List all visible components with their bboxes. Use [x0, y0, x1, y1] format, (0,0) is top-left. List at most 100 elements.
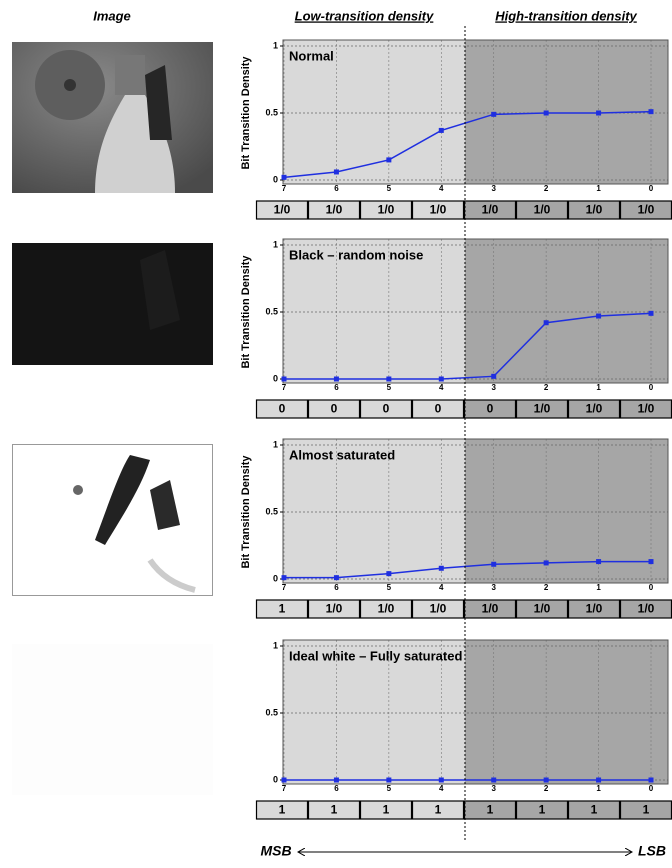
- data-point: [439, 566, 444, 571]
- chart-title: Normal: [289, 48, 334, 63]
- bit-label: 1/0: [534, 602, 551, 616]
- bit-label: 1/0: [534, 203, 551, 217]
- data-point: [386, 157, 391, 162]
- data-point: [439, 128, 444, 133]
- low-density-header: Low-transition density: [295, 8, 434, 23]
- bit-label: 0: [435, 402, 442, 416]
- y-tick-label: 1: [273, 239, 278, 249]
- x-tick-label: 6: [334, 383, 339, 392]
- bit-label: 0: [331, 402, 338, 416]
- data-point: [282, 575, 287, 580]
- x-tick-label: 3: [491, 784, 496, 793]
- bit-label: 1/0: [586, 602, 603, 616]
- y-tick-label: 1: [273, 439, 278, 449]
- x-tick-label: 5: [387, 184, 392, 193]
- x-tick-label: 7: [282, 184, 287, 193]
- data-point: [649, 778, 654, 783]
- data-point: [491, 562, 496, 567]
- data-point: [491, 374, 496, 379]
- bit-label: 1/0: [638, 602, 655, 616]
- chart-title: Ideal white – Fully saturated: [289, 648, 462, 663]
- data-point: [491, 112, 496, 117]
- data-point: [386, 377, 391, 382]
- bit-label: 1: [591, 803, 598, 817]
- y-tick-label: 0.5: [265, 506, 278, 516]
- bit-label: 1/0: [638, 402, 655, 416]
- bit-label: 1/0: [638, 203, 655, 217]
- x-tick-label: 6: [334, 784, 339, 793]
- data-point: [596, 111, 601, 116]
- bit-label: 1/0: [326, 602, 343, 616]
- image-saturated: [13, 445, 213, 596]
- x-tick-label: 3: [491, 383, 496, 392]
- x-tick-label: 4: [439, 583, 444, 592]
- image-black: [12, 243, 213, 365]
- y-axis-title: Bit Transition Density: [240, 56, 252, 170]
- y-tick-label: 1: [273, 640, 278, 650]
- bit-label: 1/0: [586, 402, 603, 416]
- data-point: [334, 169, 339, 174]
- x-tick-label: 0: [649, 383, 654, 392]
- image-normal: [12, 42, 213, 193]
- y-tick-label: 0: [273, 573, 278, 583]
- data-point: [649, 109, 654, 114]
- data-point: [544, 320, 549, 325]
- x-tick-label: 5: [387, 583, 392, 592]
- bit-label: 1: [383, 803, 390, 817]
- bit-label: 1: [331, 803, 338, 817]
- bit-label: 1: [279, 803, 286, 817]
- data-point: [282, 175, 287, 180]
- high-density-header: High-transition density: [495, 8, 637, 23]
- data-point: [334, 377, 339, 382]
- figure: Image Low-transition density High-transi…: [0, 0, 672, 863]
- data-point: [596, 559, 601, 564]
- high-region: [465, 239, 668, 383]
- bit-label: 1/0: [378, 203, 395, 217]
- x-tick-label: 1: [596, 184, 601, 193]
- bit-label: 1/0: [274, 203, 291, 217]
- x-tick-label: 3: [491, 184, 496, 193]
- data-point: [544, 778, 549, 783]
- x-tick-label: 7: [282, 784, 287, 793]
- x-tick-label: 7: [282, 583, 287, 592]
- x-tick-label: 4: [439, 383, 444, 392]
- bit-label: 1: [487, 803, 494, 817]
- lsb-label: LSB: [638, 843, 666, 859]
- data-point: [544, 111, 549, 116]
- x-tick-label: 2: [544, 184, 549, 193]
- y-tick-label: 1: [273, 40, 278, 50]
- data-point: [649, 559, 654, 564]
- data-point: [282, 778, 287, 783]
- bit-label: 1/0: [326, 203, 343, 217]
- x-tick-label: 6: [334, 583, 339, 592]
- x-tick-label: 1: [596, 784, 601, 793]
- data-point: [491, 778, 496, 783]
- y-axis-title: Bit Transition Density: [240, 255, 252, 369]
- bit-label: 1/0: [430, 602, 447, 616]
- bit-label: 1/0: [430, 203, 447, 217]
- bit-label: 0: [383, 402, 390, 416]
- data-point: [649, 311, 654, 316]
- y-tick-label: 0.5: [265, 107, 278, 117]
- x-tick-label: 1: [596, 383, 601, 392]
- image-header: Image: [93, 8, 131, 23]
- data-point: [439, 377, 444, 382]
- bit-label: 1/0: [482, 203, 499, 217]
- x-tick-label: 0: [649, 184, 654, 193]
- x-tick-label: 0: [649, 784, 654, 793]
- x-tick-label: 0: [649, 583, 654, 592]
- y-tick-label: 0: [273, 774, 278, 784]
- x-tick-label: 6: [334, 184, 339, 193]
- x-tick-label: 3: [491, 583, 496, 592]
- x-tick-label: 5: [387, 383, 392, 392]
- data-point: [282, 377, 287, 382]
- data-point: [544, 560, 549, 565]
- bit-label: 1/0: [378, 602, 395, 616]
- data-point: [596, 314, 601, 319]
- y-tick-label: 0: [273, 174, 278, 184]
- x-tick-label: 1: [596, 583, 601, 592]
- bit-label: 1: [539, 803, 546, 817]
- data-point: [386, 571, 391, 576]
- bit-label: 0: [487, 402, 494, 416]
- data-point: [596, 778, 601, 783]
